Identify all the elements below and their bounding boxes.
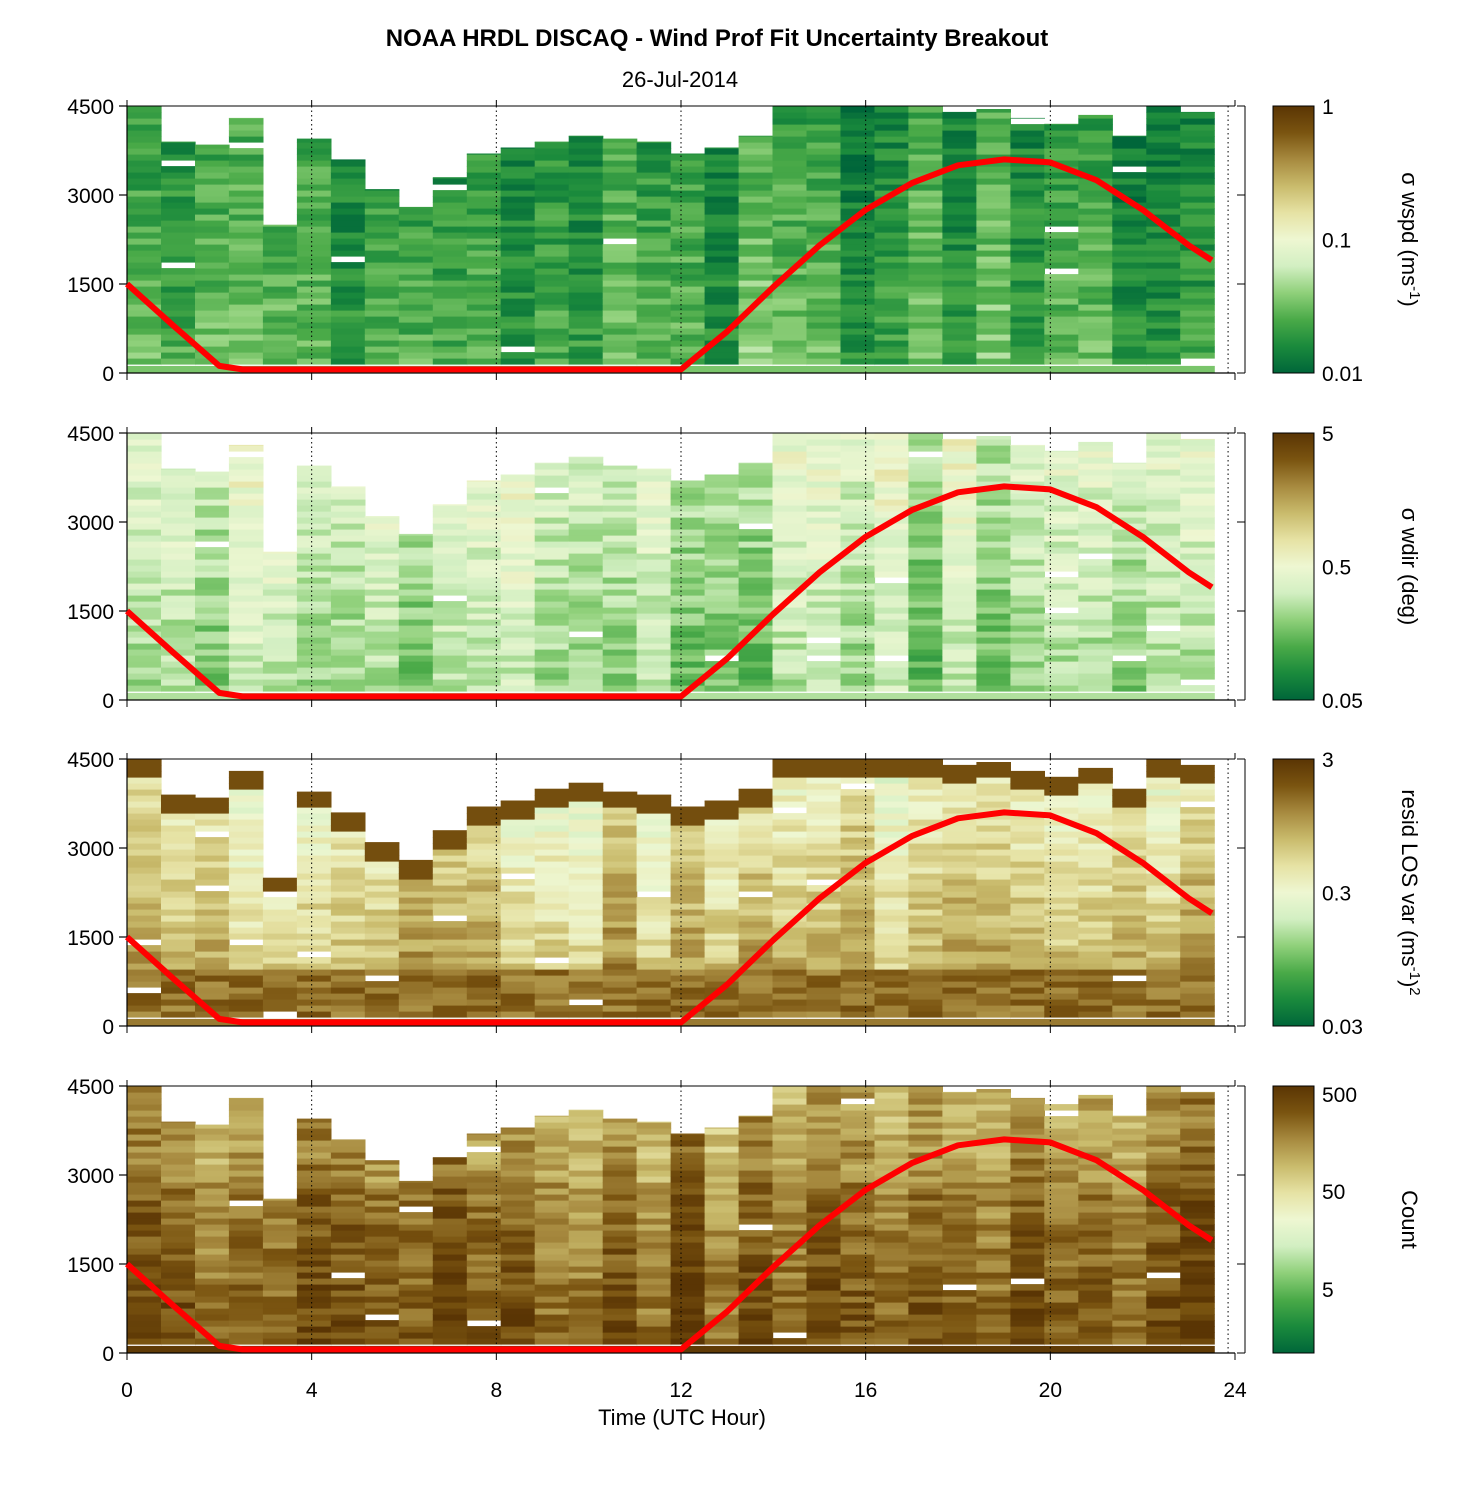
- y-tick-label: 4500: [67, 749, 114, 772]
- y-tick-label: 4500: [67, 96, 114, 119]
- colorbar: [1272, 1085, 1315, 1354]
- y-tick-label: 0: [102, 1016, 114, 1039]
- y-tick-label: 3000: [67, 1165, 114, 1188]
- y-tick-label: 4500: [67, 1076, 114, 1099]
- colorbar: [1272, 105, 1315, 374]
- colorbar-tick-label: 0.05: [1322, 690, 1363, 713]
- heatmap-count: [127, 1086, 1215, 1353]
- colorbar-label: Count: [1397, 1190, 1422, 1249]
- colorbar-tick-label: 5: [1322, 1279, 1334, 1302]
- x-tick-label: 20: [1039, 1379, 1062, 1402]
- x-axis: 0 4 8 12 16 20 24: [121, 1379, 1247, 1402]
- x-axis-label: Time (UTC Hour): [598, 1405, 766, 1430]
- x-tick-label: 4: [306, 1379, 318, 1402]
- colorbar-tick-label: 0.03: [1322, 1016, 1363, 1039]
- panels: 0 1500 3000 4500 1 0.1 0.01 σ wspd (ms-1) 0 1500 3…: [67, 96, 1423, 1366]
- y-tick-label: 3000: [67, 512, 114, 535]
- colorbar: [1272, 758, 1315, 1027]
- colorbar-tick-label: 0.3: [1322, 883, 1351, 906]
- y-tick-label: 0: [102, 363, 114, 386]
- colorbar-label: resid LOS var (ms-1)2: [1397, 789, 1423, 995]
- colorbar-tick-label: 1: [1322, 96, 1334, 119]
- y-tick-label: 1500: [67, 274, 114, 297]
- colorbar-label: σ wdir (deg): [1397, 508, 1422, 626]
- panel-sigma-wdir: 0 1500 3000 4500 5 0.5 0.05 σ wdir (deg): [67, 423, 1422, 713]
- bl-height-line: [124, 809, 1214, 1026]
- colorbar-tick-label: 0.1: [1322, 230, 1351, 253]
- bl-height-line: [124, 1136, 1214, 1353]
- panel-count: 0 1500 3000 4500 500 50 5 Count: [67, 1076, 1422, 1366]
- bl-height-line: [124, 156, 1214, 373]
- panel-resid-los-var: 0 1500 3000 4500 3 0.3 0.03 resid LOS var (ms-1…: [67, 749, 1423, 1039]
- colorbar-tick-label: 500: [1322, 1084, 1357, 1107]
- y-tick-label: 1500: [67, 601, 114, 624]
- colorbar-tick-label: 0.5: [1322, 557, 1351, 580]
- heatmap-sigma-wdir: [127, 433, 1215, 700]
- panel-sigma-wspd: 0 1500 3000 4500 1 0.1 0.01 σ wspd (ms-1): [67, 96, 1423, 386]
- colorbar-tick-label: 50: [1322, 1181, 1345, 1204]
- y-tick-label: 1500: [67, 927, 114, 950]
- heatmap-resid-los-var: [127, 759, 1215, 1026]
- x-tick-label: 12: [669, 1379, 692, 1402]
- colorbar-label: σ wspd (ms-1): [1397, 172, 1423, 307]
- figure-subtitle: 26-Jul-2014: [622, 67, 738, 92]
- colorbar-tick-label: 5: [1322, 423, 1334, 446]
- y-tick-label: 1500: [67, 1254, 114, 1277]
- y-tick-label: 0: [102, 690, 114, 713]
- figure-title: NOAA HRDL DISCAQ - Wind Prof Fit Uncerta…: [386, 25, 1048, 52]
- x-tick-label: 8: [490, 1379, 502, 1402]
- heatmap-sigma-wspd: [127, 106, 1215, 373]
- x-tick-label: 24: [1223, 1379, 1247, 1402]
- bl-height-line: [124, 483, 1214, 700]
- colorbar-tick-label: 3: [1322, 749, 1334, 772]
- y-tick-label: 3000: [67, 838, 114, 861]
- y-tick-label: 4500: [67, 423, 114, 446]
- y-tick-label: 0: [102, 1343, 114, 1366]
- y-tick-label: 3000: [67, 185, 114, 208]
- colorbar-tick-label: 0.01: [1322, 363, 1363, 386]
- x-tick-label: 0: [121, 1379, 133, 1402]
- colorbar: [1272, 432, 1315, 701]
- x-tick-label: 16: [854, 1379, 877, 1402]
